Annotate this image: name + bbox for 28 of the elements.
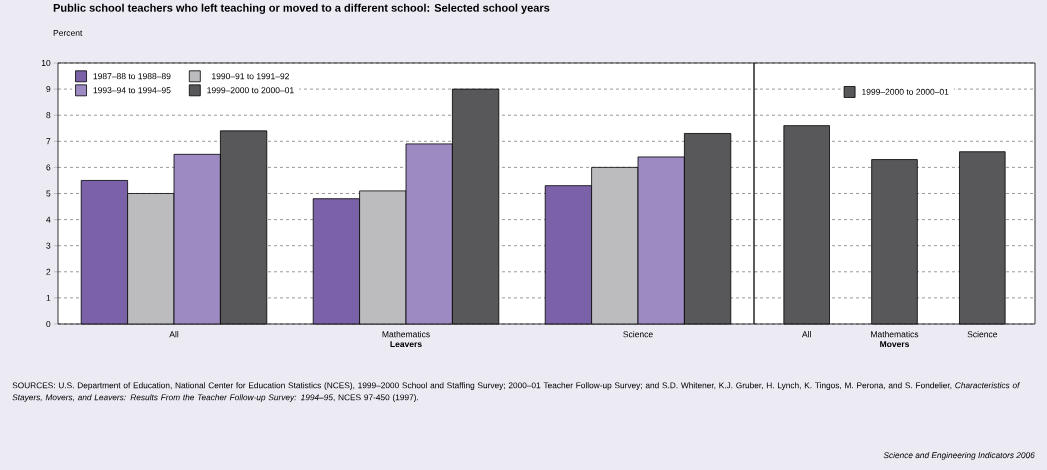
x-tick-label: Mathematics: [382, 331, 430, 338]
y-tick-label: 8: [46, 112, 51, 119]
legend-label: 1999–2000 to 2000–01: [862, 88, 949, 95]
y-tick-label: 4: [46, 216, 51, 223]
y-tick-label: 7: [46, 138, 51, 145]
chart-title: Public school teachers who left teaching or moved to a different school: Selected school years: [53, 3, 550, 14]
legend-label: 1987–88 to 1988–89: [93, 73, 171, 80]
legend-label: 1999–2000 to 2000–01: [207, 87, 294, 94]
y-tick-label: 0: [46, 320, 51, 327]
x-tick-label: All: [801, 331, 811, 338]
text: SOURCES: U.S. Department of Education, National Center for Education Statistics (NCES), 1999–2000 School and Staffing Survey; 2000–01 Teacher Follow-up Survey; and S.D. Whitener, K.J. Gruber, H. Lynch, K. Tingos, M. Perona, and S. Fondelier, Characteristics of Stayers, Movers, and Leavers: Results From the Teacher Follow-up Survey: 1994–95, NCES 97-450 (1997).: [12, 382, 1021, 402]
x-tick-label: Mathematics: [871, 331, 919, 338]
y-tick-label: 3: [46, 242, 51, 249]
x-tick-label: Science: [967, 331, 998, 338]
x-tick-label: All: [169, 331, 179, 338]
y-tick-label: 6: [46, 164, 51, 171]
y-tick-label: 2: [46, 268, 51, 275]
y-tick-label: 10: [41, 59, 51, 66]
y-tick-label: 9: [46, 86, 51, 93]
legend-label: 1990–91 to 1991–92: [212, 73, 289, 80]
x-axis-title: Movers: [880, 341, 910, 348]
x-axis-title: Leavers: [390, 341, 422, 348]
y-tick-label: 5: [46, 190, 51, 197]
y-axis-title: Percent: [53, 30, 83, 36]
y-tick-label: 1: [46, 294, 51, 301]
x-tick-label: Science: [623, 331, 653, 338]
legend-label: 1993–94 to 1994–95: [93, 87, 171, 94]
text: Science and Engineering Indicators 2006: [883, 452, 1035, 460]
